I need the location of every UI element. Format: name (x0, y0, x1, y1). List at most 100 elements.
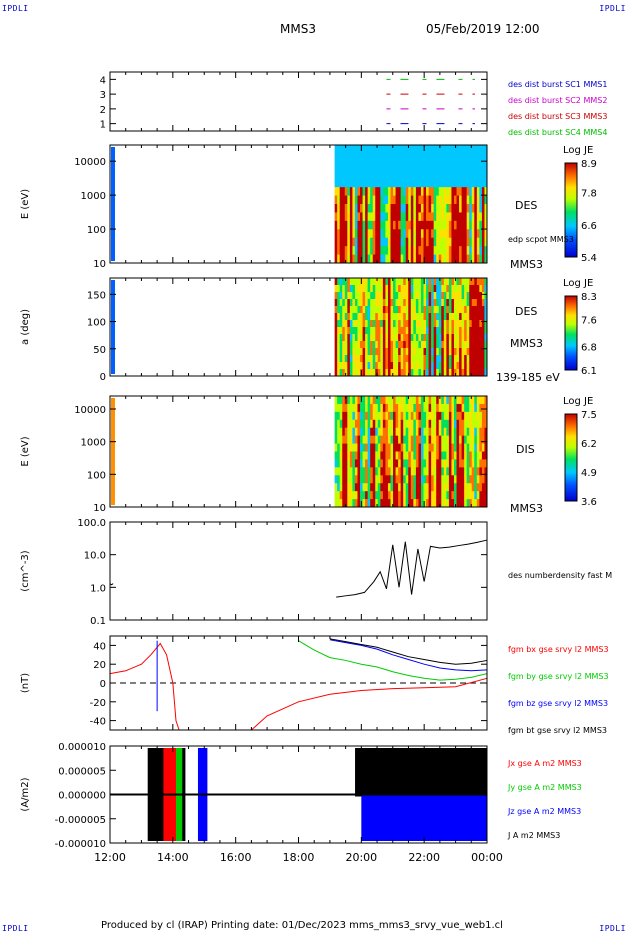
dis-energy-cell (415, 491, 419, 500)
des-pitch-cell (339, 334, 343, 342)
des-energy-cell (441, 170, 445, 180)
dis-energy-cell (438, 411, 442, 421)
des-energy-cell (375, 204, 379, 213)
des-pitch-cell (385, 355, 389, 363)
dis-energy-cell (464, 459, 468, 468)
des-pitch-cell (451, 292, 455, 300)
dis-energy-cell (393, 419, 396, 429)
des-energy-cell (408, 145, 412, 154)
des-energy-cell (385, 246, 389, 255)
dis-energy-cell (466, 443, 470, 452)
des-energy-cell (448, 145, 452, 154)
dis-energy-cell (357, 411, 361, 421)
des-energy-cell (408, 220, 412, 230)
des-energy-cell (431, 204, 435, 213)
des-energy-cell (469, 246, 473, 255)
des-energy-cell (344, 178, 348, 188)
dis-energy-cell (395, 411, 399, 421)
dis-energy-cell (469, 459, 473, 468)
des-energy-cell (413, 145, 417, 154)
des-pitch-cell (354, 362, 358, 370)
des-pitch-cell (393, 320, 396, 328)
dis-energy-cell (453, 403, 457, 413)
des-energy-cell (481, 237, 485, 247)
des-energy-cell (395, 254, 399, 264)
des-pitch-cell (375, 306, 379, 314)
dis-energy-cell (423, 396, 427, 405)
des-pitch-cell (474, 362, 478, 370)
dis-energy-cell (479, 427, 483, 437)
des-pitch-cell (466, 355, 470, 363)
des-energy-cell (354, 178, 358, 188)
dis-energy-cell (418, 451, 422, 460)
des-pitch-cell (466, 341, 470, 349)
des-energy-cell (431, 161, 435, 171)
dis-energy-cell (464, 419, 468, 429)
des-energy-cell (451, 195, 455, 205)
des-pitch-cell (471, 299, 475, 307)
des-energy-cell (365, 145, 369, 154)
dis-energy-cell (476, 403, 480, 413)
heatmap-edge-strip (111, 147, 115, 261)
des-energy-cell (395, 187, 399, 196)
dis-energy-cell (471, 403, 475, 413)
des-energy-cell (344, 204, 348, 213)
des-energy-cell (469, 195, 473, 205)
des-pitch-cell (403, 348, 407, 356)
des-pitch-cell (418, 348, 422, 356)
des-energy-cell (451, 178, 455, 188)
dis-energy-cell (344, 459, 348, 468)
des-pitch-cell (420, 285, 424, 293)
dis-energy-cell (362, 467, 366, 476)
des-pitch-cell (403, 292, 407, 300)
des-energy-cell (337, 204, 341, 213)
des-pitch-cell (471, 292, 475, 300)
des-energy-cell (398, 153, 402, 163)
des-energy-cell (441, 204, 445, 213)
dis-energy-cell (342, 451, 346, 460)
series-line (109, 583, 114, 586)
des-energy-cell (474, 195, 478, 205)
dis-energy-cell (448, 499, 452, 508)
dis-energy-cell (446, 427, 450, 437)
des-energy-cell (423, 161, 427, 171)
dis-energy-cell (441, 396, 445, 405)
des-energy-cell (380, 145, 384, 154)
des-pitch-cell (360, 313, 363, 321)
des-pitch-cell (372, 355, 376, 363)
dis-energy-cell (334, 403, 338, 413)
des-pitch-cell (344, 299, 348, 307)
dis-energy-cell (453, 396, 457, 405)
des-energy-cell (481, 212, 485, 222)
dis-energy-cell (360, 403, 363, 413)
des-pitch-cell (436, 306, 440, 314)
des-pitch-cell (360, 362, 363, 370)
dis-energy-cell (431, 451, 435, 460)
des-energy-cell (339, 178, 343, 188)
dis-energy-cell (459, 396, 463, 405)
dis-energy-cell (426, 427, 429, 437)
des-pitch-cell (438, 355, 442, 363)
des-pitch-cell (405, 341, 409, 349)
des-energy-cell (377, 161, 381, 171)
des-pitch-cell (390, 348, 394, 356)
dis-energy-cell (420, 427, 424, 437)
dis-energy-cell (342, 483, 346, 492)
dis-energy-cell (415, 499, 419, 508)
des-energy-cell (342, 237, 346, 247)
des-pitch-cell (390, 369, 394, 377)
des-pitch-cell (385, 299, 389, 307)
des-pitch-cell (433, 285, 437, 293)
dis-energy-cell (443, 467, 447, 476)
des-energy-cell (428, 161, 432, 171)
dis-energy-cell (415, 483, 419, 492)
des-energy-cell (403, 170, 407, 180)
dis-energy-cell (393, 403, 396, 413)
dis-energy-cell (448, 419, 452, 429)
des-pitch-cell (420, 278, 424, 286)
dis-energy-cell (403, 467, 407, 476)
des-energy-cell (352, 212, 356, 222)
dis-energy-cell (398, 475, 402, 484)
des-energy-cell (334, 229, 338, 239)
des-pitch-cell (448, 355, 452, 363)
